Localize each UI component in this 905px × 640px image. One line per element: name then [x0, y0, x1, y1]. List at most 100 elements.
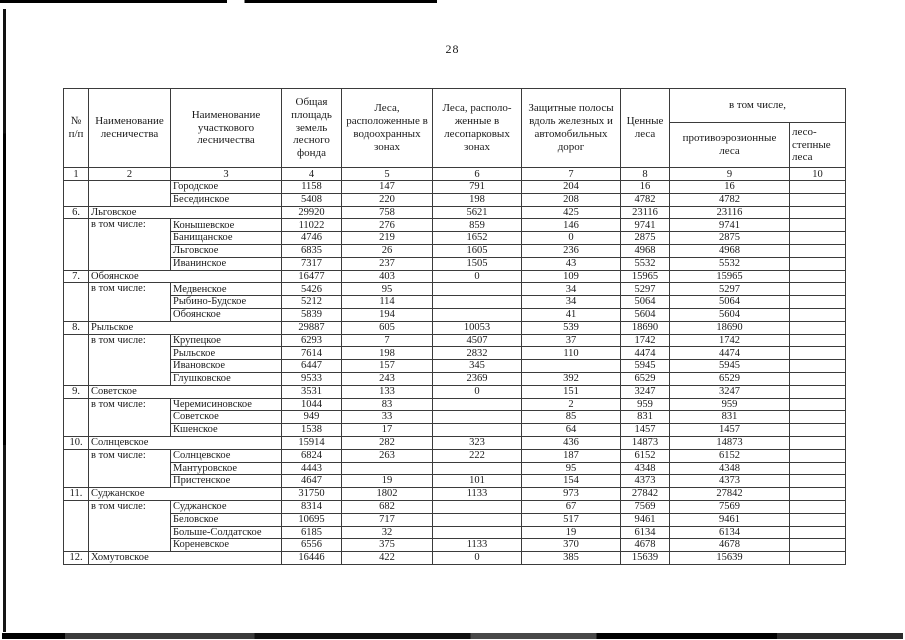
valuable-forests-cell: 5945 [620, 359, 670, 373]
header-forestry-name: Наименование лесничества [88, 88, 171, 168]
total-area-cell: 5839 [281, 307, 342, 322]
column-number-4: 4 [281, 167, 342, 181]
water-protection-cell: 95 [341, 282, 433, 297]
forest-park-cell [432, 282, 522, 297]
protective-strips-cell: 385 [521, 551, 621, 565]
header-valuable-forests: Ценные леса [620, 88, 670, 168]
table-row: Льговское 6835 26 1605 236 4968 4968 [64, 243, 846, 258]
anti-erosion-cell: 15639 [669, 551, 790, 565]
protective-strips-cell: 0 [521, 231, 621, 245]
protective-strips-cell: 539 [521, 320, 621, 335]
including-label-cell: в том числе: [88, 333, 171, 386]
anti-erosion-cell: 4968 [669, 243, 790, 258]
protective-strips-cell: 41 [521, 307, 621, 322]
forest-steppe-cell [789, 282, 846, 297]
anti-erosion-cell: 3247 [669, 384, 790, 399]
protective-strips-cell: 43 [521, 256, 621, 271]
forest-park-cell: 1505 [432, 256, 522, 271]
anti-erosion-cell: 1457 [669, 423, 790, 437]
forest-steppe-cell [789, 307, 846, 322]
protective-strips-cell: 110 [521, 346, 621, 361]
forest-park-cell [432, 410, 522, 425]
forest-steppe-cell [789, 295, 846, 309]
table-row: 9. Советское 3531 133 0 151 3247 3247 [63, 384, 846, 399]
total-area-cell: 16446 [281, 551, 342, 565]
water-protection-cell: 243 [341, 371, 433, 386]
forest-steppe-cell [789, 397, 846, 412]
forest-park-cell: 1652 [432, 231, 522, 245]
table-row: Городское 1158 147 791 204 16 16 [63, 180, 846, 207]
protective-strips-cell: 151 [521, 384, 621, 399]
table-row: 6. Льговское 29920 758 5621 425 23116 23116 [63, 205, 846, 220]
forest-park-cell: 2832 [432, 346, 522, 361]
anti-erosion-cell: 4474 [669, 346, 790, 361]
forest-park-cell: 859 [432, 218, 522, 233]
forest-park-cell: 345 [432, 359, 522, 373]
district-forestry-name-cell: Льговское [170, 243, 282, 258]
anti-erosion-cell: 7569 [669, 499, 790, 514]
anti-erosion-cell: 5064 [669, 295, 790, 309]
district-forestry-name-cell: Больше-Солдатское [170, 525, 282, 540]
district-forestry-name-cell: Кшенское [170, 423, 282, 437]
table-row: Советское 949 33 85 831 831 [64, 410, 846, 425]
forest-steppe-cell [789, 192, 846, 207]
column-number-5: 5 [341, 167, 433, 181]
scan-artifact-bottom-edge [2, 633, 903, 639]
forestry-table: № п/п Наименование лесничества Наименова… [63, 88, 846, 565]
district-forestry-name-cell: Бесединское [170, 192, 282, 207]
anti-erosion-cell: 5945 [669, 359, 790, 373]
protective-strips-cell: 425 [521, 205, 621, 220]
header-forest-steppe-forests: лесо-степные леса [789, 122, 846, 168]
row-number-cell [63, 180, 89, 207]
water-protection-cell: 717 [341, 512, 433, 527]
water-protection-cell: 282 [341, 435, 433, 450]
forest-steppe-cell [789, 243, 846, 258]
forest-park-cell: 0 [432, 384, 522, 399]
forest-steppe-cell [789, 320, 846, 335]
water-protection-cell: 7 [341, 333, 433, 348]
row-number-cell: 11. [63, 487, 89, 501]
protective-strips-cell [521, 359, 621, 373]
row-number-cell: 10. [63, 435, 89, 450]
total-area-cell: 4746 [281, 231, 342, 245]
district-forestry-name-cell: Конышевское [170, 218, 282, 233]
district-forestry-name-cell: Солнцевское [170, 448, 282, 463]
forest-park-cell [432, 525, 522, 540]
scan-artifact-top-edge [0, 0, 437, 3]
row-number-cell [63, 499, 89, 553]
total-area-cell: 949 [281, 410, 342, 425]
total-area-cell: 6293 [281, 333, 342, 348]
district-forestry-name-cell: Черемисиновское [170, 397, 282, 412]
valuable-forests-cell: 6134 [620, 525, 670, 540]
row-number-cell [63, 333, 89, 386]
table-row: в том числе: Черемисиновское 1044 83 2 959 959 [63, 397, 846, 437]
table-row: Ивановское 6447 157 345 5945 5945 [64, 359, 846, 373]
district-forestry-name-cell: Рыльское [170, 346, 282, 361]
protective-strips-cell: 95 [521, 461, 621, 476]
forest-steppe-cell [789, 512, 846, 527]
including-label-cell: в том числе: [88, 448, 171, 489]
anti-erosion-cell: 14873 [669, 435, 790, 450]
header-row: № п/п Наименование лесничества Наименова… [63, 88, 846, 168]
valuable-forests-cell: 5064 [620, 295, 670, 309]
anti-erosion-cell: 4782 [669, 192, 790, 207]
including-label-cell [88, 180, 171, 207]
water-protection-cell: 605 [341, 320, 433, 335]
valuable-forests-cell: 3247 [620, 384, 670, 399]
forest-steppe-cell [789, 256, 846, 271]
forest-steppe-cell [789, 487, 846, 501]
valuable-forests-cell: 14873 [620, 435, 670, 450]
forest-park-cell: 1133 [432, 538, 522, 553]
water-protection-cell: 194 [341, 307, 433, 322]
total-area-cell: 6185 [281, 525, 342, 540]
water-protection-cell: 33 [341, 410, 433, 425]
anti-erosion-cell: 18690 [669, 320, 790, 335]
anti-erosion-cell: 27842 [669, 487, 790, 501]
valuable-forests-cell: 2875 [620, 231, 670, 245]
forest-park-cell: 1605 [432, 243, 522, 258]
row-number-cell: 6. [63, 205, 89, 220]
anti-erosion-cell: 4348 [669, 461, 790, 476]
forest-steppe-cell [789, 448, 846, 463]
header-total-area: Общая площадь земель лесного фонда [281, 88, 342, 168]
water-protection-cell: 375 [341, 538, 433, 553]
